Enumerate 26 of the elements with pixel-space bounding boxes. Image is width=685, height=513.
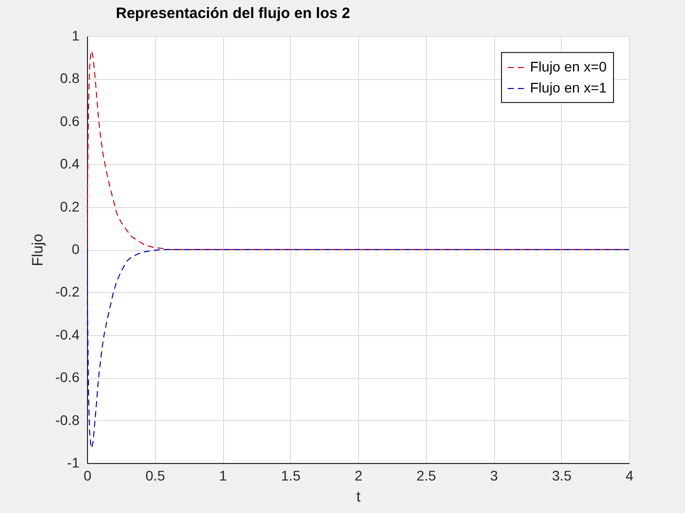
y-tick-label: 0.6: [60, 112, 80, 129]
y-tick-label: 0.2: [60, 198, 80, 214]
y-tick-label: -0.4: [55, 326, 80, 342]
y-tick-label: 0.4: [60, 156, 80, 172]
x-tick-label: 3: [490, 468, 498, 484]
chart-title: Representación del flujo en los 2: [116, 5, 350, 22]
x-tick-label: 2: [354, 468, 363, 484]
x-axis-title: t: [356, 488, 362, 506]
y-tick-label: 1: [72, 28, 80, 44]
x-tick-label: 3.5: [552, 468, 572, 484]
legend-label: Flujo en x=0: [530, 58, 607, 74]
x-tick-label: 0: [84, 468, 92, 484]
x-tick-label: 4: [626, 468, 634, 484]
line-series: [87, 249, 629, 449]
x-tick-label: 1: [219, 468, 228, 484]
legend-label: Flujo en x=1: [530, 80, 607, 96]
x-tick-label: 1.5: [281, 468, 301, 484]
y-tick-label: -0.2: [55, 284, 80, 300]
x-tick-label: 2.5: [416, 468, 436, 484]
y-axis-title: Flujo: [29, 234, 46, 266]
y-tick-label: -0.8: [55, 412, 80, 428]
y-tick-label: -0.6: [55, 369, 80, 386]
y-tick-label: -1: [67, 454, 80, 470]
y-tick-label: 0: [72, 241, 80, 257]
x-tick-label: 0.5: [146, 468, 166, 484]
y-tick-label: 0.8: [60, 70, 80, 86]
